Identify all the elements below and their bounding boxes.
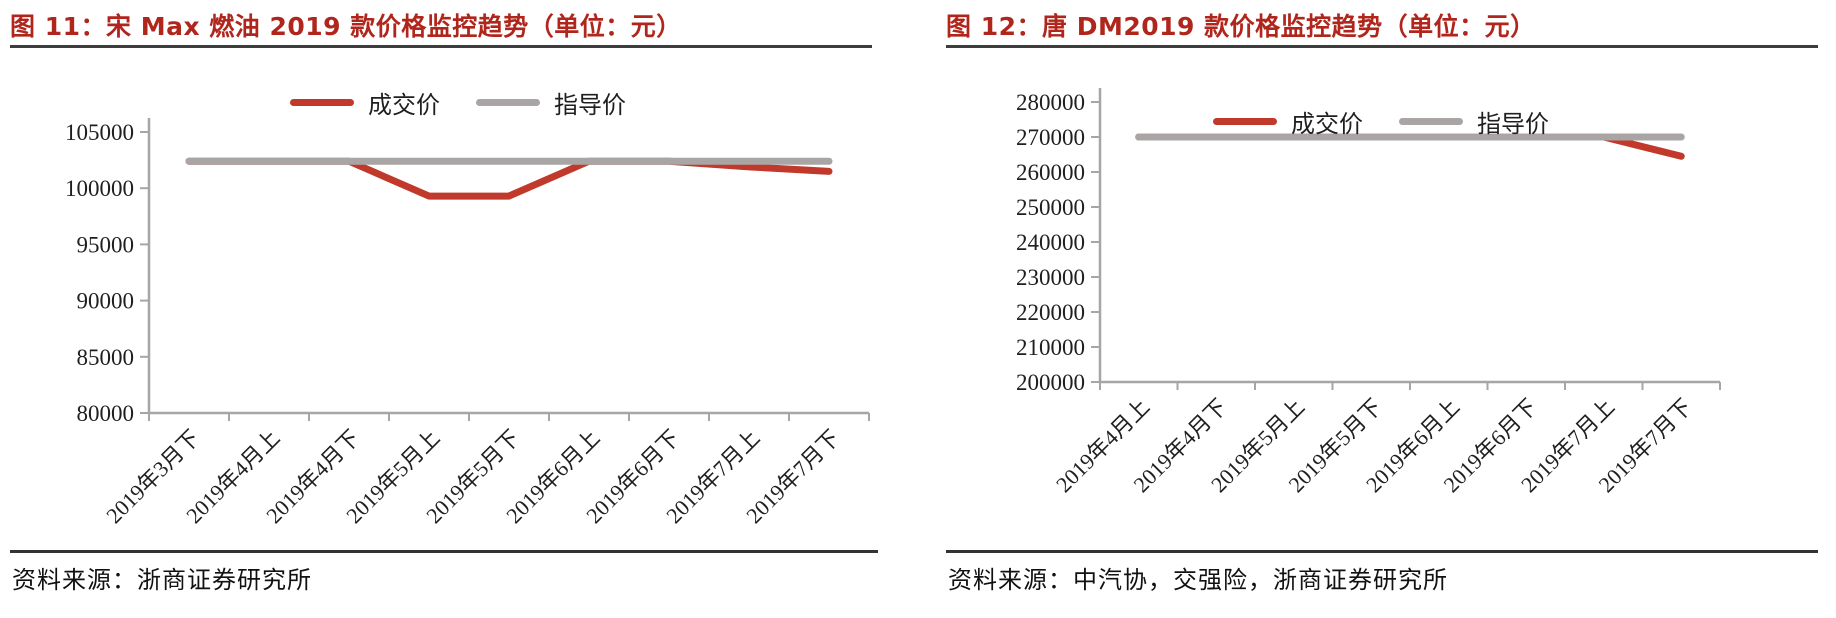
legend-item-deal-price: 成交价 — [290, 85, 440, 120]
y-tick-label: 100000 — [65, 176, 134, 201]
y-tick-label: 105000 — [65, 120, 134, 145]
y-tick-label: 90000 — [77, 289, 135, 314]
legend-item-guide-price: 指导价 — [1399, 104, 1549, 139]
guide-price-label: 指导价 — [1477, 111, 1549, 138]
y-tick-label: 240000 — [1016, 230, 1085, 255]
legend-item-deal-price: 成交价 — [1213, 104, 1363, 139]
deal-price-label: 成交价 — [1291, 111, 1363, 138]
y-tick-label: 85000 — [77, 345, 135, 370]
y-tick-label: 250000 — [1016, 195, 1085, 220]
deal-price-label: 成交价 — [368, 92, 440, 119]
legend-item-guide-price: 指导价 — [476, 85, 626, 120]
figure-11-panel: 图 11：宋 Max 燃油 2019 款价格监控趋势（单位：元） 105000 1… — [10, 12, 878, 594]
figure-11-title: 图 11：宋 Max 燃油 2019 款价格监控趋势（单位：元） — [10, 12, 682, 41]
figure-12-title-rule — [946, 45, 1818, 48]
figure-12-source: 资料来源：中汽协，交强险，浙商证券研究所 — [948, 568, 1448, 594]
y-tick-label: 280000 — [1016, 90, 1085, 115]
figure-11-line-chart: 105000100000950009000085000800002019年3月下… — [65, 118, 870, 528]
deal-price-line-swatch — [1213, 118, 1277, 125]
deal-price-line-swatch — [290, 99, 354, 106]
figure-12-source-rule — [946, 550, 1818, 553]
figure-11-source: 资料来源：浙商证券研究所 — [12, 568, 312, 594]
y-tick-label: 270000 — [1016, 125, 1085, 150]
figure-11-source-rule — [10, 550, 878, 553]
y-tick-label: 260000 — [1016, 160, 1085, 185]
y-tick-label: 200000 — [1016, 370, 1085, 395]
y-tick-label: 220000 — [1016, 300, 1085, 325]
figure-12-line-chart: 280000 270000 260000 250000 240000 230000 2200… — [1016, 88, 1721, 497]
figure-11-title-rule — [10, 45, 872, 48]
y-tick-label: 80000 — [77, 401, 135, 426]
y-tick-label: 230000 — [1016, 265, 1085, 290]
figure-11-legend: 成交价 指导价 — [290, 85, 626, 120]
guide-price-line-swatch — [476, 99, 540, 106]
guide-price-label: 指导价 — [554, 92, 626, 119]
figure-12-title: 图 12：唐 DM2019 款价格监控趋势（单位：元） — [946, 12, 1536, 41]
y-tick-label: 210000 — [1016, 335, 1085, 360]
guide-price-line-swatch — [1399, 118, 1463, 125]
y-tick-label: 95000 — [77, 232, 135, 257]
series-line-0 — [185, 157, 833, 200]
figure-12-legend: 成交价 指导价 — [1213, 104, 1549, 139]
figure-12-panel: 图 12：唐 DM2019 款价格监控趋势（单位：元） 280000 270000… — [936, 0, 1836, 618]
